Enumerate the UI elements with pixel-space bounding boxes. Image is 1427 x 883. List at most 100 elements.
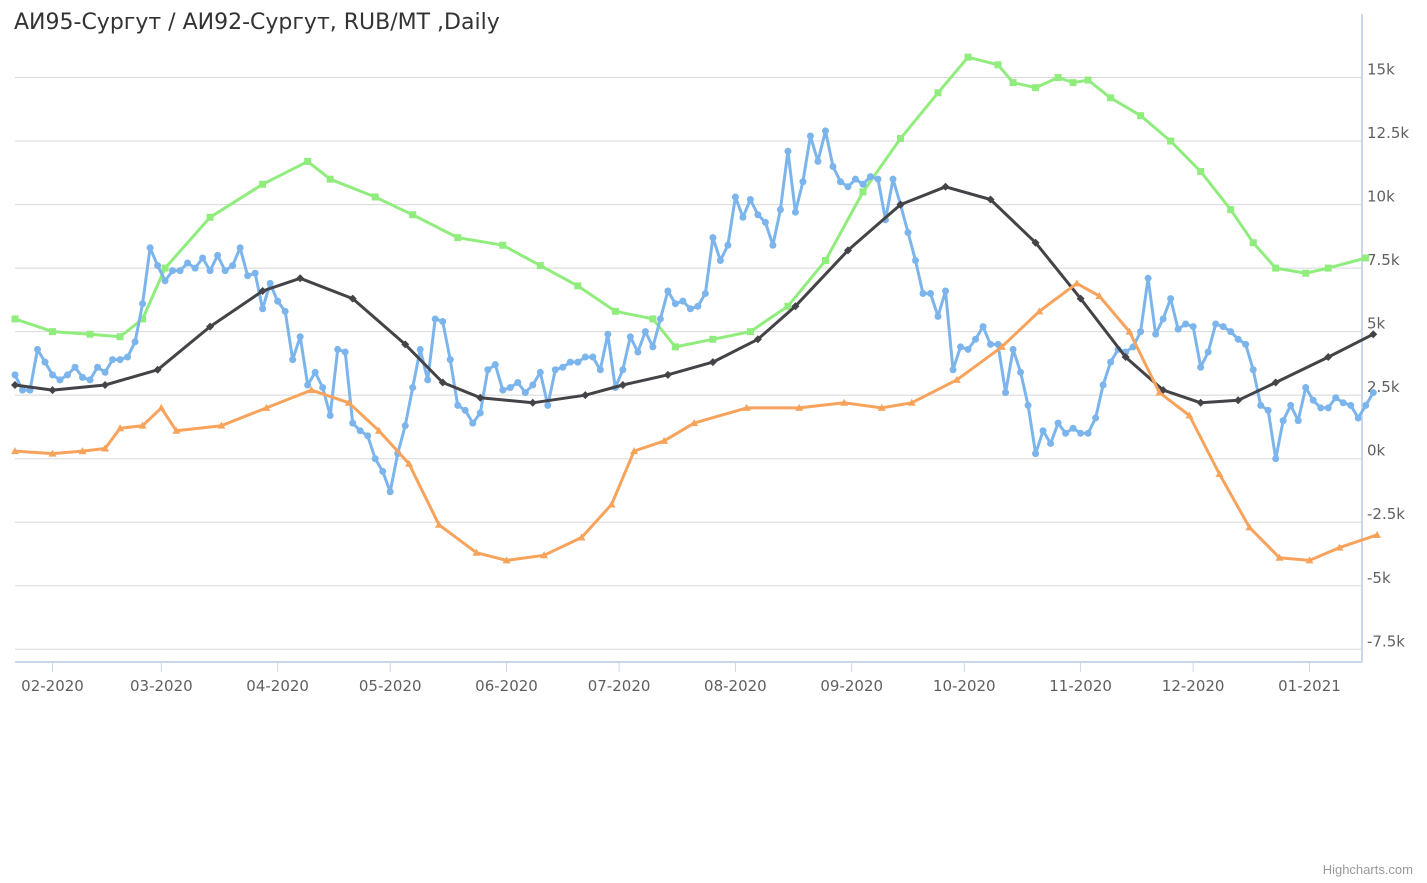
data-point[interactable] bbox=[1144, 274, 1152, 282]
data-point[interactable] bbox=[138, 421, 147, 429]
data-point[interactable] bbox=[153, 365, 162, 374]
data-point[interactable] bbox=[274, 297, 282, 305]
data-point[interactable] bbox=[896, 200, 905, 209]
data-point[interactable] bbox=[296, 333, 304, 341]
data-point[interactable] bbox=[994, 340, 1002, 348]
data-point[interactable] bbox=[304, 157, 312, 165]
data-point[interactable] bbox=[1215, 469, 1224, 477]
data-point[interactable] bbox=[416, 345, 424, 353]
data-point[interactable] bbox=[206, 322, 215, 331]
data-point[interactable] bbox=[859, 188, 867, 196]
data-point[interactable] bbox=[1054, 74, 1062, 82]
data-point[interactable] bbox=[1092, 414, 1100, 422]
data-point[interactable] bbox=[671, 300, 679, 308]
data-point[interactable] bbox=[724, 241, 732, 249]
data-point[interactable] bbox=[116, 356, 124, 364]
data-point[interactable] bbox=[1054, 419, 1062, 427]
data-point[interactable] bbox=[927, 290, 935, 298]
data-point[interactable] bbox=[934, 312, 942, 320]
data-point[interactable] bbox=[907, 398, 916, 406]
data-point[interactable] bbox=[904, 229, 912, 237]
data-point[interactable] bbox=[1024, 401, 1032, 409]
data-point[interactable] bbox=[206, 267, 214, 275]
data-point[interactable] bbox=[1257, 401, 1265, 409]
data-point[interactable] bbox=[64, 371, 72, 379]
data-point[interactable] bbox=[952, 375, 961, 383]
data-point[interactable] bbox=[1197, 168, 1205, 176]
data-point[interactable] bbox=[476, 393, 485, 402]
data-point[interactable] bbox=[1076, 294, 1085, 303]
data-point[interactable] bbox=[1242, 340, 1250, 348]
data-point[interactable] bbox=[844, 183, 852, 191]
data-point[interactable] bbox=[997, 342, 1006, 350]
data-point[interactable] bbox=[161, 277, 169, 285]
data-point[interactable] bbox=[821, 127, 829, 135]
data-point[interactable] bbox=[1287, 401, 1295, 409]
data-point[interactable] bbox=[1137, 328, 1145, 336]
data-point[interactable] bbox=[431, 315, 439, 323]
data-point[interactable] bbox=[191, 264, 199, 272]
data-point[interactable] bbox=[972, 335, 980, 343]
data-point[interactable] bbox=[709, 234, 717, 242]
data-point[interactable] bbox=[1373, 530, 1382, 538]
data-point[interactable] bbox=[326, 175, 334, 183]
data-point[interactable] bbox=[349, 419, 357, 427]
data-point[interactable] bbox=[1031, 238, 1040, 247]
data-point[interactable] bbox=[746, 196, 754, 204]
data-point[interactable] bbox=[1234, 335, 1242, 343]
data-point[interactable] bbox=[649, 343, 657, 351]
data-point[interactable] bbox=[709, 335, 717, 343]
data-point[interactable] bbox=[769, 241, 777, 249]
data-point[interactable] bbox=[761, 218, 769, 226]
data-point[interactable] bbox=[1249, 239, 1257, 247]
data-point[interactable] bbox=[244, 272, 252, 280]
data-point[interactable] bbox=[1069, 79, 1077, 87]
data-point[interactable] bbox=[409, 384, 417, 392]
data-point[interactable] bbox=[626, 333, 634, 341]
data-point[interactable] bbox=[491, 361, 499, 369]
data-point[interactable] bbox=[1035, 307, 1044, 315]
data-point[interactable] bbox=[708, 358, 717, 367]
data-point[interactable] bbox=[514, 378, 522, 386]
data-point[interactable] bbox=[439, 317, 447, 325]
data-point[interactable] bbox=[446, 356, 454, 364]
data-point[interactable] bbox=[101, 368, 109, 376]
data-point[interactable] bbox=[1302, 269, 1310, 277]
data-point[interactable] bbox=[1196, 398, 1205, 407]
data-point[interactable] bbox=[1369, 389, 1377, 397]
data-point[interactable] bbox=[660, 436, 669, 444]
data-point[interactable] bbox=[566, 358, 574, 366]
data-point[interactable] bbox=[1107, 94, 1115, 102]
data-point[interactable] bbox=[1339, 399, 1347, 407]
data-point[interactable] bbox=[86, 330, 94, 338]
data-point[interactable] bbox=[49, 328, 57, 336]
data-point[interactable] bbox=[101, 381, 110, 390]
data-point[interactable] bbox=[1302, 384, 1310, 392]
data-point[interactable] bbox=[131, 338, 139, 346]
data-point[interactable] bbox=[214, 251, 222, 259]
data-point[interactable] bbox=[1347, 401, 1355, 409]
data-point[interactable] bbox=[1002, 389, 1010, 397]
data-point[interactable] bbox=[1009, 79, 1017, 87]
data-point[interactable] bbox=[1279, 417, 1287, 425]
data-point[interactable] bbox=[829, 162, 837, 170]
data-point[interactable] bbox=[1095, 292, 1104, 300]
data-point[interactable] bbox=[941, 182, 950, 191]
data-point[interactable] bbox=[1309, 396, 1317, 404]
data-point[interactable] bbox=[146, 244, 154, 252]
data-point[interactable] bbox=[912, 256, 920, 264]
data-point[interactable] bbox=[11, 381, 19, 390]
data-point[interactable] bbox=[1354, 414, 1362, 422]
data-point[interactable] bbox=[784, 147, 792, 155]
data-point[interactable] bbox=[86, 376, 94, 384]
data-point[interactable] bbox=[217, 421, 226, 429]
data-point[interactable] bbox=[528, 398, 537, 407]
data-point[interactable] bbox=[424, 376, 432, 384]
data-point[interactable] bbox=[791, 208, 799, 216]
data-point[interactable] bbox=[874, 175, 882, 183]
data-point[interactable] bbox=[229, 262, 237, 270]
data-point[interactable] bbox=[19, 386, 27, 394]
data-point[interactable] bbox=[334, 345, 342, 353]
data-point[interactable] bbox=[1264, 406, 1272, 414]
data-point[interactable] bbox=[964, 345, 972, 353]
